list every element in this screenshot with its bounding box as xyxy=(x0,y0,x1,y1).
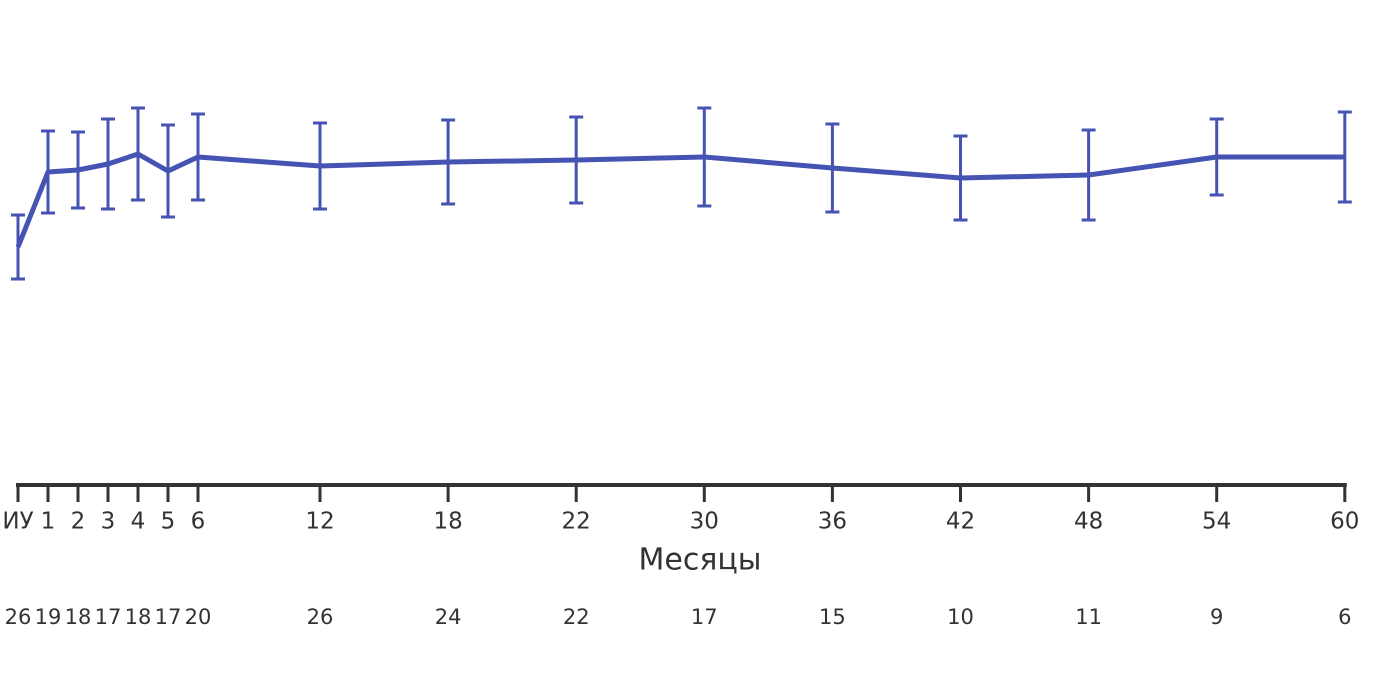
x-tick-label: 3 xyxy=(101,509,116,535)
count-label: 11 xyxy=(1075,605,1102,629)
count-label: 26 xyxy=(5,605,32,629)
count-label: 18 xyxy=(125,605,152,629)
x-tick-label: 2 xyxy=(71,509,86,535)
x-tick-label: 54 xyxy=(1202,509,1231,535)
x-tick-label: ИУ xyxy=(2,509,33,535)
count-label: 24 xyxy=(435,605,462,629)
x-tick-label: 36 xyxy=(818,509,847,535)
count-label: 17 xyxy=(95,605,122,629)
count-label: 17 xyxy=(691,605,718,629)
x-tick-label: 1 xyxy=(41,509,56,535)
x-tick-label: 6 xyxy=(191,509,206,535)
x-tick-label: 42 xyxy=(946,509,975,535)
x-tick-label: 18 xyxy=(433,509,462,535)
count-label: 17 xyxy=(155,605,182,629)
count-label: 26 xyxy=(307,605,334,629)
count-label: 15 xyxy=(819,605,846,629)
count-label: 22 xyxy=(563,605,590,629)
x-tick-label: 60 xyxy=(1330,509,1359,535)
x-tick-label: 48 xyxy=(1074,509,1103,535)
count-label: 9 xyxy=(1210,605,1223,629)
count-label: 10 xyxy=(947,605,974,629)
x-tick-label: 22 xyxy=(562,509,591,535)
x-tick-label: 30 xyxy=(690,509,719,535)
x-axis-title: Месяцы xyxy=(639,543,762,578)
x-tick-label: 12 xyxy=(305,509,334,535)
x-tick-label: 5 xyxy=(161,509,176,535)
x-tick-label: 4 xyxy=(131,509,146,535)
data-line xyxy=(15,151,1345,248)
count-label: 6 xyxy=(1338,605,1351,629)
count-label: 18 xyxy=(65,605,92,629)
count-label: 19 xyxy=(35,605,62,629)
count-label: 20 xyxy=(185,605,212,629)
